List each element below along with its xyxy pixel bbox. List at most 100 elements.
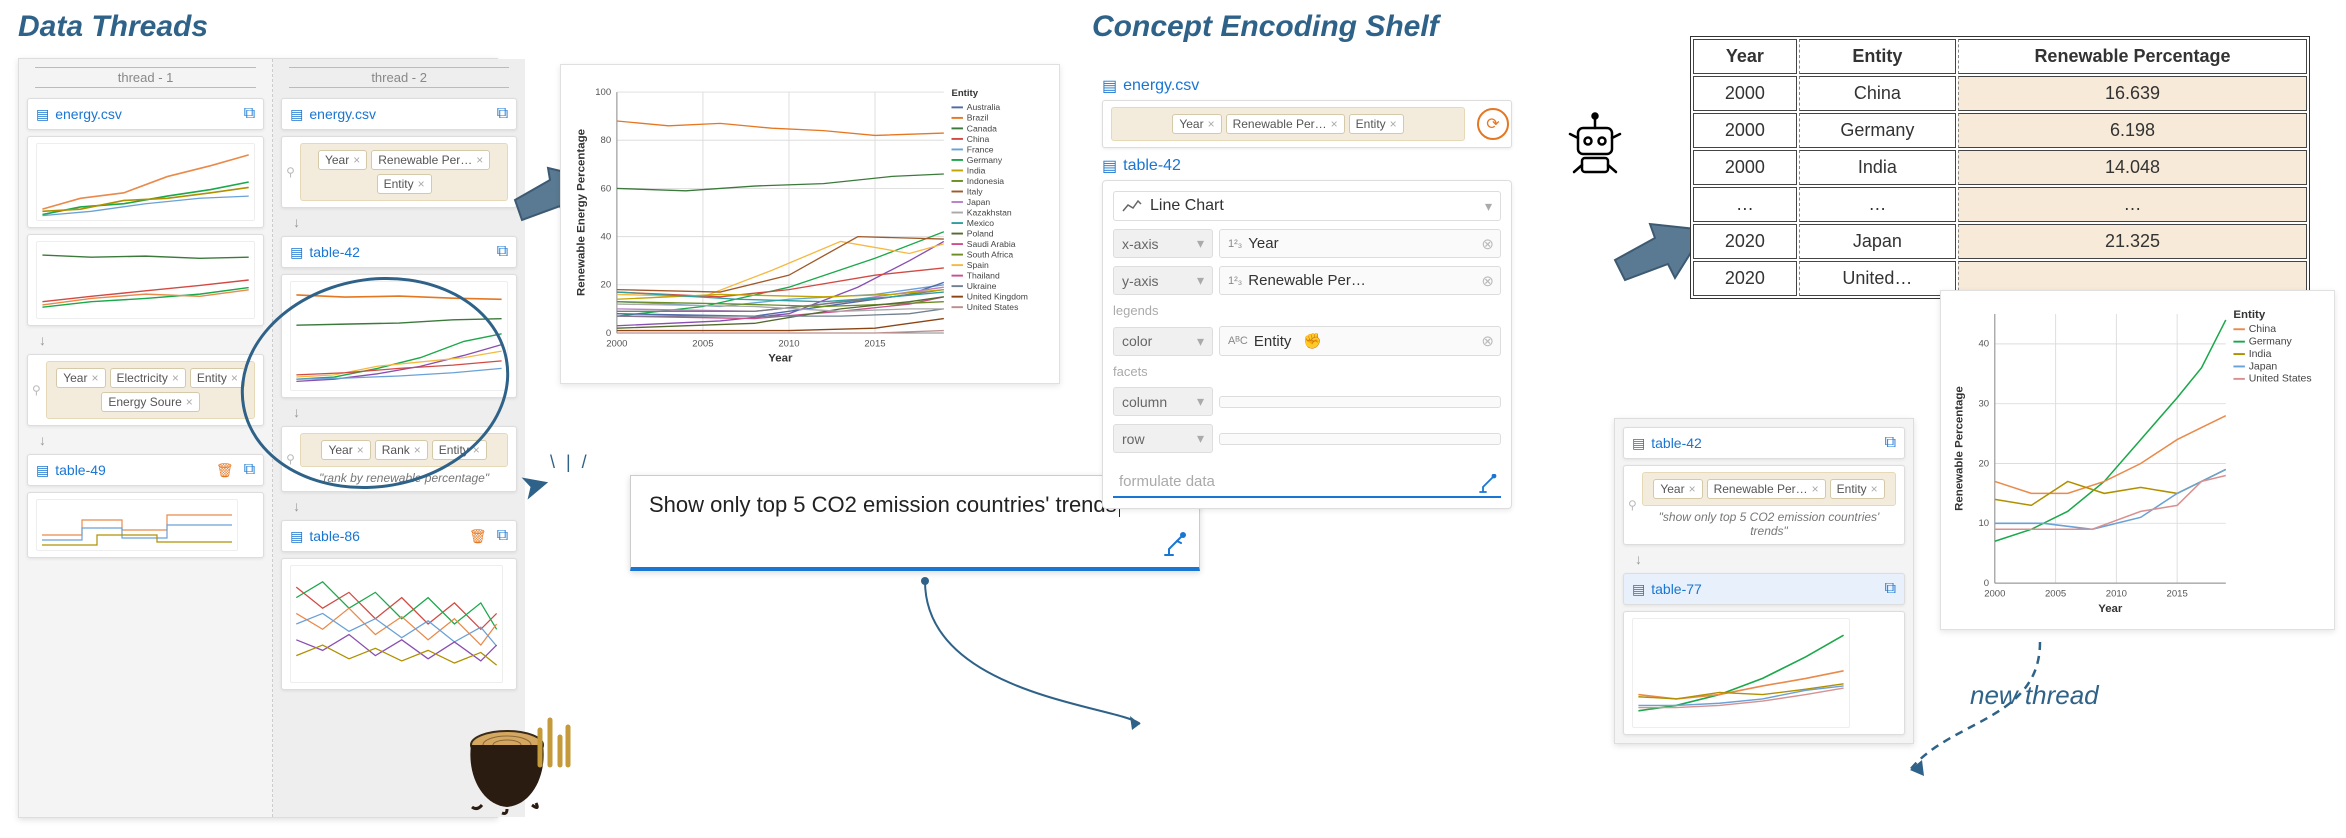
column-label[interactable]: column▾ — [1113, 387, 1213, 416]
pill-card[interactable]: ⚲ Year ×Renewable Per… ×Entity × — [281, 136, 517, 208]
pill[interactable]: Entity × — [1349, 114, 1404, 134]
table-card[interactable]: ▤ table-86 🗑 ⧉ — [281, 520, 517, 552]
pill[interactable]: Energy Soure × — [101, 392, 199, 412]
delete-icon[interactable]: 🗑 — [469, 528, 487, 545]
line-chart: 0102030402000200520102015YearRenewable P… — [1949, 299, 2326, 621]
table-card[interactable]: ▤ table-49 🗑 ⧉ — [27, 454, 264, 486]
submit-icon[interactable] — [1477, 474, 1497, 494]
color-label[interactable]: color▾ — [1113, 327, 1213, 356]
svg-text:Renewable Percentage: Renewable Percentage — [1953, 386, 1965, 511]
remove-pill-icon[interactable]: × — [414, 443, 421, 457]
table-card[interactable]: ▤ table-77 ⧉ — [1623, 573, 1905, 605]
remove-pill-icon[interactable]: × — [357, 443, 364, 457]
chart-card[interactable] — [27, 234, 264, 326]
pill[interactable]: Entity × — [190, 368, 245, 388]
chart-card[interactable] — [27, 492, 264, 558]
column-row: column▾ — [1113, 387, 1501, 416]
table-row: ……… — [1693, 187, 2307, 222]
pill[interactable]: Entity × — [432, 440, 487, 460]
pill[interactable]: Renewable Per… × — [1707, 479, 1826, 499]
shelf-source-link[interactable]: ▤ energy.csv — [1102, 76, 1512, 96]
title-concept-shelf: Concept Encoding Shelf — [1092, 10, 1439, 44]
flow-arrow-icon: ↓ — [1623, 551, 1905, 567]
pill[interactable]: Renewable Per… × — [1226, 114, 1345, 134]
remove-pill-icon[interactable]: × — [1871, 482, 1878, 496]
column-field[interactable] — [1219, 396, 1501, 408]
formulate-placeholder: formulate data — [1119, 473, 1215, 490]
remove-pill-icon[interactable]: × — [353, 153, 360, 167]
remove-pill-icon[interactable]: × — [1208, 117, 1215, 131]
add-chart-icon[interactable]: ⧉ — [1885, 580, 1896, 598]
table-row: 2020Japan21.325 — [1693, 224, 2307, 259]
chart-type-select[interactable]: Line Chart ▾ — [1113, 191, 1501, 221]
legends-section-label: legends — [1113, 303, 1501, 318]
pill[interactable]: Renewable Per… × — [371, 150, 490, 170]
pill[interactable]: Rank × — [375, 440, 428, 460]
mini-chart — [36, 499, 238, 551]
pill[interactable]: Year × — [321, 440, 370, 460]
connector-arrow — [920, 576, 1150, 766]
pill-card[interactable]: ⚲ Year ×Rank ×Entity × "rank by renewabl… — [281, 426, 517, 492]
add-chart-icon[interactable]: ⧉ — [497, 243, 508, 261]
svg-text:Kazakhstan: Kazakhstan — [967, 207, 1012, 217]
remove-pill-icon[interactable]: × — [1689, 482, 1696, 496]
remove-pill-icon[interactable]: × — [476, 153, 483, 167]
refresh-icon[interactable]: ⟳ — [1477, 108, 1509, 140]
pill-card[interactable]: ⚲ Year ×Electricity ×Entity ×Energy Sour… — [27, 354, 264, 426]
table-cell: 2020 — [1693, 224, 1797, 259]
svg-text:2015: 2015 — [2167, 588, 2188, 599]
pill-group: Year ×Renewable Per… ×Entity × — [1111, 107, 1465, 141]
pill[interactable]: Year × — [1653, 479, 1702, 499]
color-field[interactable]: AᴮC Entity ✊ ⊗ — [1219, 326, 1501, 356]
yaxis-field[interactable]: 1²₃ Renewable Per… ⊗ — [1219, 266, 1501, 295]
pill[interactable]: Year × — [1172, 114, 1221, 134]
remove-pill-icon[interactable]: × — [1331, 117, 1338, 131]
xaxis-field[interactable]: 1²₃ Year ⊗ — [1219, 229, 1501, 258]
pill-card[interactable]: ⚲ Year ×Renewable Per… ×Entity × "show o… — [1623, 465, 1905, 545]
add-chart-icon[interactable]: ⧉ — [244, 461, 255, 479]
pill[interactable]: Entity × — [377, 174, 432, 194]
row-field[interactable] — [1219, 433, 1501, 445]
field-name: Renewable Per… — [1248, 272, 1366, 289]
submit-icon[interactable] — [1161, 531, 1189, 559]
remove-pill-icon[interactable]: × — [186, 395, 193, 409]
source-card[interactable]: ▤ energy.csv ⧉ — [27, 98, 264, 130]
pill[interactable]: Year × — [56, 368, 105, 388]
remove-pill-icon[interactable]: × — [418, 177, 425, 191]
remove-pill-icon[interactable]: × — [1390, 117, 1397, 131]
table-card[interactable]: ▤ table-42 ⧉ — [281, 236, 517, 268]
tree-stump-icon — [462, 715, 572, 815]
row-label[interactable]: row▾ — [1113, 424, 1213, 453]
clear-icon[interactable]: ⊗ — [1481, 332, 1494, 350]
add-chart-icon[interactable]: ⧉ — [497, 105, 508, 123]
table-card[interactable]: ▤ table-42 ⧉ — [1623, 427, 1905, 459]
svg-text:Year: Year — [768, 353, 793, 365]
clear-icon[interactable]: ⊗ — [1481, 272, 1494, 290]
add-chart-icon[interactable]: ⧉ — [1885, 434, 1896, 452]
shelf-table-link[interactable]: ▤ table-42 — [1102, 156, 1512, 176]
remove-pill-icon[interactable]: × — [91, 371, 98, 385]
chart-card[interactable] — [281, 274, 517, 398]
table-cell: … — [1958, 187, 2307, 222]
xaxis-row: x-axis▾ 1²₃ Year ⊗ — [1113, 229, 1501, 258]
chart-card[interactable] — [27, 136, 264, 228]
add-chart-icon[interactable]: ⧉ — [244, 105, 255, 123]
formulate-input[interactable]: formulate data — [1113, 467, 1501, 498]
yaxis-label[interactable]: y-axis▾ — [1113, 266, 1213, 295]
remove-pill-icon[interactable]: × — [473, 443, 480, 457]
pill[interactable]: Entity × — [1830, 479, 1885, 499]
pill[interactable]: Electricity × — [110, 368, 186, 388]
add-chart-icon[interactable]: ⧉ — [497, 527, 508, 545]
remove-pill-icon[interactable]: × — [1812, 482, 1819, 496]
delete-icon[interactable]: 🗑 — [216, 462, 234, 479]
clear-icon[interactable]: ⊗ — [1481, 235, 1494, 253]
remove-pill-icon[interactable]: × — [231, 371, 238, 385]
svg-text:Japan: Japan — [2249, 361, 2278, 372]
mini-chart — [290, 281, 508, 391]
source-card[interactable]: ▤ energy.csv ⧉ — [281, 98, 517, 130]
xaxis-label[interactable]: x-axis▾ — [1113, 229, 1213, 258]
pill[interactable]: Year × — [318, 150, 367, 170]
chart-card[interactable] — [281, 558, 517, 690]
pill-caption: "rank by renewable percentage" — [300, 471, 508, 485]
remove-pill-icon[interactable]: × — [172, 371, 179, 385]
